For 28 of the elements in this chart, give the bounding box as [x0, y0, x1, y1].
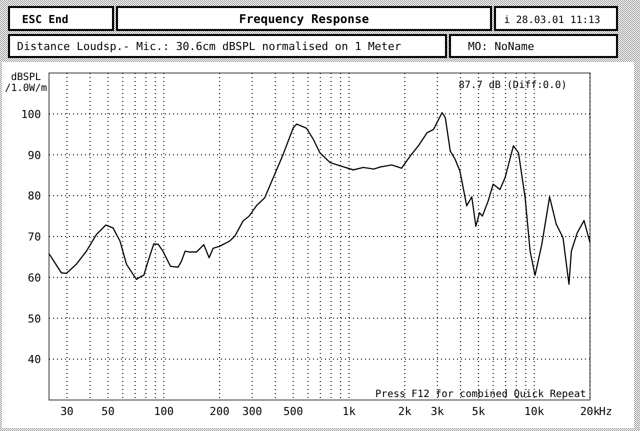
- x-tick-label: 500: [283, 405, 304, 418]
- text: ESC End: [22, 13, 68, 26]
- x-tick-label: 3k: [430, 405, 444, 418]
- x-tick-label: 300: [242, 405, 262, 418]
- y-tick-label: 100: [21, 108, 41, 121]
- annotation: 87.7 dB (Diff:0.0): [458, 80, 567, 91]
- annotation: Press F12 for combined Quick Repeat: [375, 389, 586, 400]
- y-tick-label: 70: [28, 230, 41, 244]
- x-axis-title: Hz: [599, 405, 612, 418]
- y-tick-label: 60: [28, 271, 41, 284]
- x-tick-label: 50: [101, 405, 115, 418]
- x-tick-label: 5k: [472, 405, 486, 418]
- x-tick-label: 1k: [342, 405, 356, 418]
- x-tick-label: 2k: [398, 405, 412, 418]
- chart-subtitle: Distance Loudsp.- Mic.: 30.6cm dBSPL normalised on 1 Meter: [17, 40, 402, 53]
- x-tick-label: 10k: [524, 405, 545, 418]
- y-tick-label: 50: [28, 312, 41, 326]
- chart-title: Frequency Response: [238, 12, 370, 26]
- y-axis-title: dBSPL /1.0W/m: [4, 72, 48, 94]
- x-tick-label: 20k: [580, 405, 600, 418]
- text: i 28.03.01 11:13: [504, 15, 600, 26]
- y-tick-label: 80: [28, 190, 41, 203]
- y-tick-label: 90: [28, 148, 41, 162]
- text: MO: NoName: [468, 40, 534, 53]
- x-tick-label: 200: [210, 405, 230, 418]
- x-tick-label: 30: [60, 405, 74, 418]
- y-tick-label: 40: [28, 353, 41, 366]
- x-tick-label: 100: [154, 405, 174, 418]
